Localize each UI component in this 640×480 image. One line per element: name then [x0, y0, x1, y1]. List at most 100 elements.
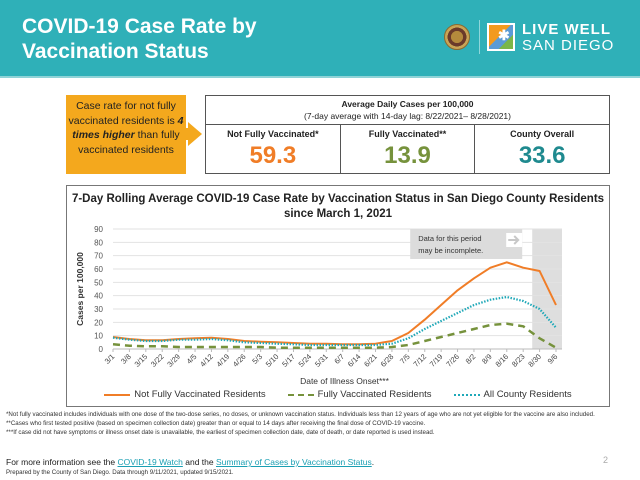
stat-label: County Overall: [510, 129, 575, 139]
legend-item: Not Fully Vaccinated Residents: [104, 389, 266, 400]
callout-box: Case rate for not fully vaccinated resid…: [66, 95, 186, 174]
legend-swatch: [453, 393, 480, 396]
legend-swatch: [287, 393, 314, 396]
y-tick-label: 60: [94, 265, 103, 274]
stat-county-overall: County Overall 33.6: [475, 125, 609, 174]
header-banner: COVID-19 Case Rate by Vaccination Status…: [0, 0, 640, 78]
stats-table: Average Daily Cases per 100,000 (7-day a…: [205, 95, 610, 174]
arrow-right-icon: [188, 122, 202, 146]
x-tick-label: 6/7: [332, 352, 346, 366]
x-tick-label: 9/6: [546, 352, 560, 366]
series-line-fully-vaccinated-residents: [112, 322, 557, 349]
x-tick-label: 6/28: [379, 352, 396, 369]
stats-subheading: (7-day average with 14-day lag: 8/22/202…: [304, 111, 511, 121]
logo-divider: [479, 20, 480, 54]
arrow-right-icon: [508, 235, 520, 245]
y-tick-label: 50: [94, 278, 103, 287]
y-axis-label: Cases per 100,000: [75, 252, 85, 326]
legend-label: All County Residents: [483, 389, 572, 400]
annotation-text: Data for this period: [418, 234, 481, 243]
line-chart: 0 10 20 30 40 50 60 70 80 90 Data for this period m…: [75, 225, 562, 386]
stat-value: 59.3: [249, 142, 297, 169]
x-tick-label: 7/26: [444, 352, 461, 369]
legend-label: Fully Vaccinated Residents: [317, 389, 432, 400]
x-tick-label: 8/9: [480, 352, 494, 366]
more-info-text: For more information see the COVID-19 Wa…: [6, 457, 374, 467]
x-tick-label: 3/8: [119, 352, 133, 366]
summary-of-cases-link[interactable]: Summary of Cases by Vaccination Status: [215, 457, 372, 467]
title-line-2: Vaccination Status: [22, 40, 209, 63]
x-tick-label: 3/1: [103, 352, 117, 366]
callout-emphasis: 4 times higher: [72, 114, 184, 142]
annotation-box: [410, 229, 523, 259]
callout-text-2: than fully vaccinated residents: [78, 129, 180, 156]
x-tick-label: 4/26: [231, 352, 248, 369]
legend-swatch: [104, 393, 131, 396]
stat-label: Fully Vaccinated**: [368, 129, 447, 139]
x-tick-label: 5/10: [264, 352, 281, 369]
x-tick-label: 4/12: [198, 352, 215, 369]
chart-title: 7-Day Rolling Average COVID-19 Case Rate…: [71, 193, 605, 220]
logo-text-live-well: LIVE WELL: [522, 21, 611, 38]
county-seal-icon: [444, 24, 470, 50]
more-info-middle: and the: [185, 457, 214, 467]
x-tick-label: 5/31: [313, 352, 330, 369]
stats-header: Average Daily Cases per 100,000 (7-day a…: [206, 96, 609, 125]
footnote-3: ***If case did not have symptoms or illn…: [6, 429, 435, 436]
y-tick-label: 90: [94, 225, 103, 234]
stat-value: 13.9: [384, 142, 431, 169]
y-tick-label: 30: [94, 305, 103, 314]
legend-label: Not Fully Vaccinated Residents: [134, 389, 266, 400]
more-info-suffix: .: [371, 457, 375, 467]
legend-item: All County Residents: [453, 389, 572, 400]
chart-legend: Not Fully Vaccinated Residents Fully Vacc…: [67, 389, 609, 400]
x-tick-label: 5/17: [280, 352, 297, 369]
x-tick-label: 3/29: [165, 352, 182, 369]
legend-item: Fully Vaccinated Residents: [287, 389, 432, 400]
stat-label: Not Fully Vaccinated*: [227, 129, 319, 139]
x-tick-label: 7/19: [428, 352, 445, 369]
x-axis-label: Date of Illness Onset***: [300, 376, 390, 386]
x-tick-label: 6/21: [362, 352, 379, 369]
y-tick-label: 40: [94, 292, 103, 301]
y-tick-label: 70: [94, 252, 103, 261]
live-well-logo-icon: ✱: [487, 23, 515, 51]
stat-fully-vaccinated: Fully Vaccinated** 13.9: [341, 125, 476, 174]
logo-text-san-diego: SAN DIEGO: [522, 37, 615, 54]
stats-heading: Average Daily Cases per 100,000: [341, 99, 474, 109]
x-tick-label: 4/5: [185, 352, 199, 366]
x-tick-label: 5/24: [297, 352, 314, 369]
footnote-2: **Cases who first tested positive (based…: [6, 420, 426, 427]
x-tick-label: 5/3: [250, 352, 264, 366]
more-info-prefix: For more information see the: [6, 457, 116, 467]
person-figure-icon: ✱: [498, 27, 510, 43]
footnote-1: *Not fully vaccinated includes individua…: [6, 411, 595, 418]
x-tick-label: 3/22: [149, 352, 166, 369]
stat-not-fully-vaccinated: Not Fully Vaccinated* 59.3: [206, 125, 341, 174]
annotation-text: may be incomplete.: [418, 246, 483, 255]
x-tick-label: 4/19: [215, 352, 232, 369]
x-tick-label: 8/2: [464, 352, 478, 366]
y-tick-label: 0: [99, 345, 104, 354]
page-title: COVID-19 Case Rate by Vaccination Status: [22, 14, 257, 64]
callout-text-1: Case rate for not fully vaccinated resid…: [68, 100, 176, 127]
x-tick-label: 8/16: [493, 352, 510, 369]
x-tick-label: 7/12: [411, 352, 428, 369]
series-line-all-county-residents: [112, 295, 557, 347]
stat-value: 33.6: [518, 142, 566, 169]
x-tick-label: 8/23: [510, 352, 527, 369]
x-tick-label: 3/15: [133, 352, 150, 369]
y-tick-label: 20: [94, 318, 103, 327]
footnotes: *Not fully vaccinated includes individua…: [6, 410, 631, 437]
chart-container: 7-Day Rolling Average COVID-19 Case Rate…: [66, 185, 610, 407]
series-line-not-fully-vaccinated-residents: [112, 261, 557, 346]
covid-watch-link[interactable]: COVID-19 Watch: [117, 457, 183, 467]
y-tick-label: 10: [94, 332, 103, 341]
incomplete-data-shading: [532, 229, 562, 349]
x-tick-label: 6/14: [346, 352, 363, 369]
x-tick-label: 7/5: [398, 352, 412, 366]
prepared-by: Prepared by the County of San Diego. Dat…: [6, 469, 234, 476]
page-number: 2: [603, 455, 609, 465]
y-tick-label: 80: [94, 238, 103, 247]
x-tick-label: 8/30: [526, 352, 543, 369]
